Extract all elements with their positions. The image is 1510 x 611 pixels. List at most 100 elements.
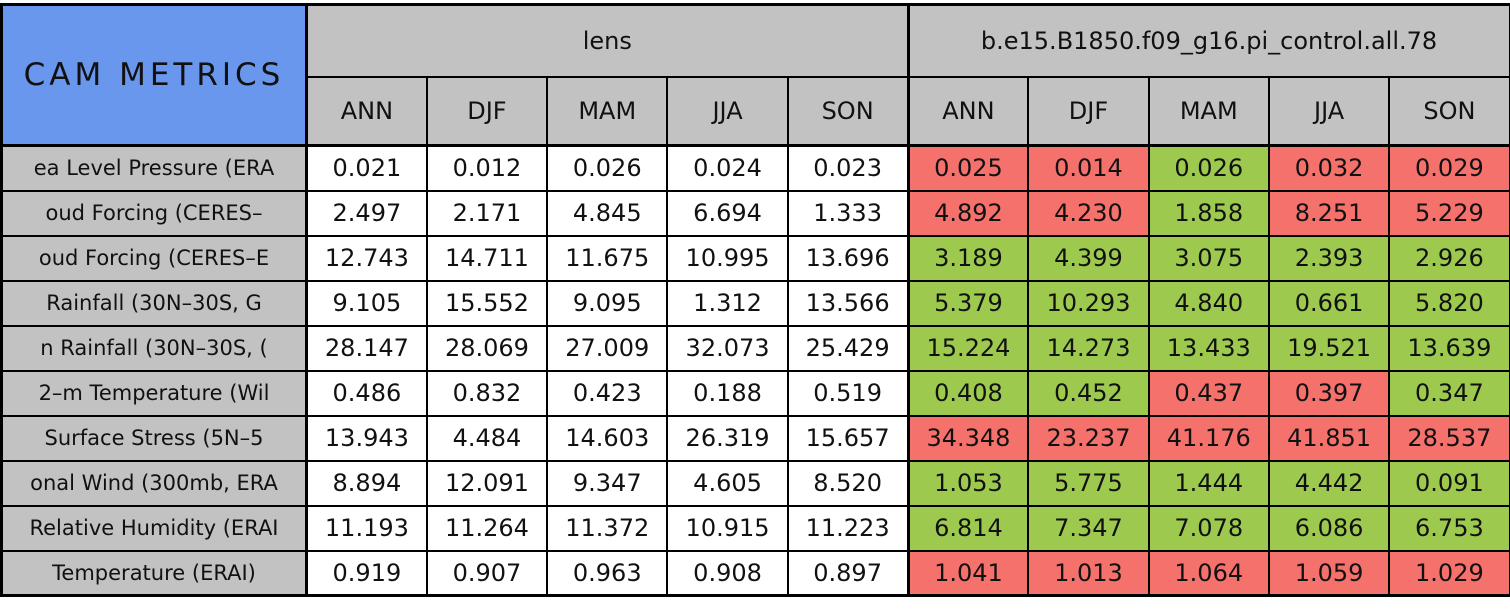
table-row: Temperature (ERAI) 0.919 0.907 0.963 0.908 0.… [0,549,1510,597]
control-value-cell: 3.075 [1147,234,1270,282]
control-value-cell: 0.347 [1388,369,1510,417]
lens-value-cell: 11.675 [546,234,669,282]
control-value-cell: 1.858 [1147,189,1270,237]
control-value-cell: 0.091 [1388,459,1510,507]
lens-value-cell: 4.484 [425,414,549,462]
cam-metrics-table: CAM METRICS lens b.e15.B1850.f09_g16.pi_… [0,3,1510,597]
control-value-cell: 3.189 [906,234,1030,282]
control-value-cell: 0.026 [1147,144,1270,192]
lens-value-cell: 0.026 [546,144,669,192]
control-value-cell: 1.013 [1027,549,1150,597]
control-value-cell: 4.399 [1027,234,1150,282]
lens-value-cell: 0.188 [666,369,789,417]
row-label: 2–m Temperature (Wil [0,369,308,417]
lens-value-cell: 1.333 [786,189,910,237]
lens-value-cell: 9.347 [546,459,669,507]
lens-value-cell: 4.605 [666,459,789,507]
lens-value-cell: 0.024 [666,144,789,192]
control-value-cell: 14.273 [1027,324,1150,372]
lens-value-cell: 11.193 [304,504,428,552]
lens-value-cell: 12.091 [425,459,549,507]
group-header-control-run: b.e15.B1850.f09_g16.pi_control.all.78 [906,3,1510,78]
season-header-control-jja: JJA [1267,76,1391,147]
control-value-cell: 0.437 [1147,369,1270,417]
row-label: n Rainfall (30N–30S, ( [0,324,308,372]
control-value-cell: 4.840 [1147,279,1270,327]
control-value-cell: 0.452 [1027,369,1150,417]
control-value-cell: 5.379 [906,279,1030,327]
season-header-lens-ann: ANN [304,76,428,147]
control-value-cell: 6.753 [1388,504,1510,552]
lens-value-cell: 25.429 [786,324,910,372]
table-row: 2–m Temperature (Wil 0.486 0.832 0.423 0.188… [0,369,1510,417]
control-value-cell: 23.237 [1027,414,1150,462]
lens-value-cell: 0.519 [786,369,910,417]
control-value-cell: 13.639 [1388,324,1510,372]
lens-value-cell: 14.711 [425,234,549,282]
lens-value-cell: 9.095 [546,279,669,327]
lens-value-cell: 14.603 [546,414,669,462]
row-label: Rainfall (30N–30S, G [0,279,308,327]
lens-value-cell: 0.963 [546,549,669,597]
control-value-cell: 8.251 [1267,189,1391,237]
control-value-cell: 0.032 [1267,144,1391,192]
control-value-cell: 5.775 [1027,459,1150,507]
lens-value-cell: 2.171 [425,189,549,237]
lens-value-cell: 28.069 [425,324,549,372]
group-header-row: CAM METRICS lens b.e15.B1850.f09_g16.pi_… [0,3,1510,147]
control-value-cell: 6.814 [906,504,1030,552]
control-value-cell: 28.537 [1388,414,1510,462]
lens-value-cell: 0.897 [786,549,910,597]
control-value-cell: 0.661 [1267,279,1391,327]
table-row: Rainfall (30N–30S, G 9.105 15.552 9.095 1.31… [0,279,1510,327]
lens-value-cell: 32.073 [666,324,789,372]
row-label: Relative Humidity (ERAI [0,504,308,552]
season-header-lens-son: SON [786,76,910,147]
table-row: oud Forcing (CERES– 2.497 2.171 4.845 6.694 1… [0,189,1510,237]
control-value-cell: 4.230 [1027,189,1150,237]
control-value-cell: 5.820 [1388,279,1510,327]
season-header-control-mam: MAM [1147,76,1270,147]
control-value-cell: 0.014 [1027,144,1150,192]
lens-value-cell: 0.832 [425,369,549,417]
lens-value-cell: 10.995 [666,234,789,282]
lens-value-cell: 11.223 [786,504,910,552]
lens-value-cell: 0.021 [304,144,428,192]
control-value-cell: 5.229 [1388,189,1510,237]
lens-value-cell: 11.372 [546,504,669,552]
season-header-lens-djf: DJF [425,76,549,147]
table-row: oud Forcing (CERES–E 12.743 14.711 11.675 10… [0,234,1510,282]
lens-value-cell: 9.105 [304,279,428,327]
control-value-cell: 2.926 [1388,234,1510,282]
row-label: oud Forcing (CERES– [0,189,308,237]
control-value-cell: 1.444 [1147,459,1270,507]
control-value-cell: 2.393 [1267,234,1391,282]
season-header-control-djf: DJF [1027,76,1150,147]
control-value-cell: 4.442 [1267,459,1391,507]
lens-value-cell: 13.696 [786,234,910,282]
row-label: Surface Stress (5N–5 [0,414,308,462]
control-value-cell: 1.041 [906,549,1030,597]
control-value-cell: 0.029 [1388,144,1510,192]
lens-value-cell: 12.743 [304,234,428,282]
control-value-cell: 6.086 [1267,504,1391,552]
season-header-control-ann: ANN [906,76,1030,147]
control-value-cell: 0.408 [906,369,1030,417]
control-value-cell: 1.029 [1388,549,1510,597]
table-row: onal Wind (300mb, ERA 8.894 12.091 9.347 4.6… [0,459,1510,507]
lens-value-cell: 0.908 [666,549,789,597]
lens-value-cell: 0.907 [425,549,549,597]
control-value-cell: 1.064 [1147,549,1270,597]
control-value-cell: 19.521 [1267,324,1391,372]
control-value-cell: 13.433 [1147,324,1270,372]
table-row: n Rainfall (30N–30S, (28.147 28.069 27.009… [0,324,1510,372]
lens-value-cell: 15.657 [786,414,910,462]
row-label: onal Wind (300mb, ERA [0,459,308,507]
table-row: Surface Stress (5N–5 13.943 4.484 14.603 26.… [0,414,1510,462]
lens-value-cell: 28.147 [304,324,428,372]
lens-value-cell: 13.566 [786,279,910,327]
lens-value-cell: 2.497 [304,189,428,237]
control-value-cell: 1.053 [906,459,1030,507]
control-value-cell: 41.176 [1147,414,1270,462]
